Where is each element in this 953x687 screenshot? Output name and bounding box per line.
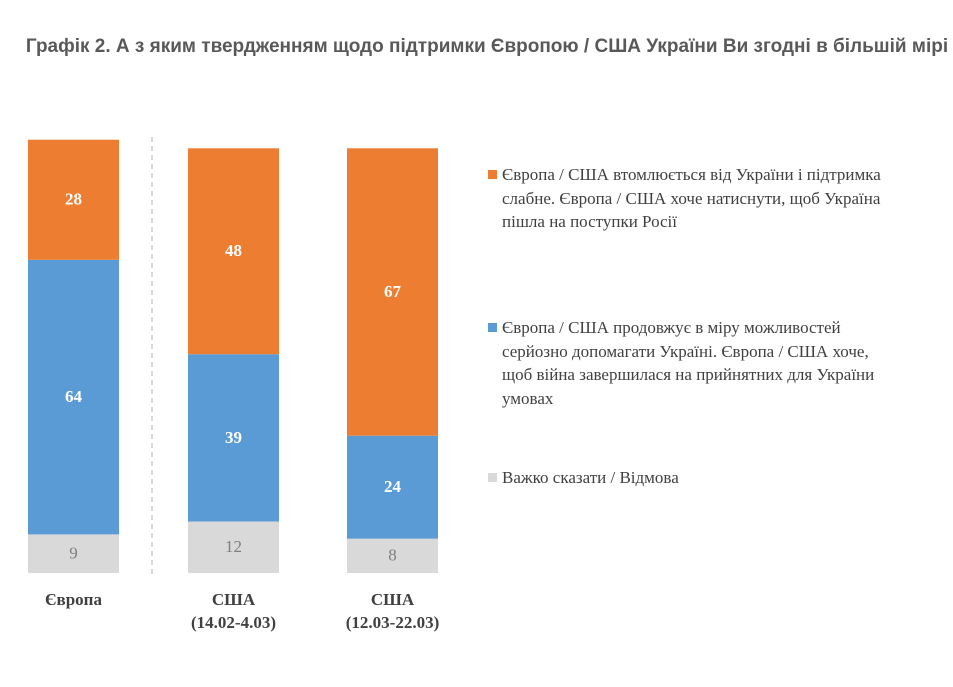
x-tick-label: США (14.02-4.03) [191, 590, 276, 632]
legend-label: Європа / США втомлюється від України і п… [502, 165, 881, 231]
bar-segment [347, 435, 438, 539]
bar-segment [188, 148, 279, 355]
value-label: 24 [384, 477, 402, 496]
legend-label: Європа / США продовжує в міру можливосте… [502, 318, 875, 408]
bar-segment [347, 538, 438, 573]
bar-segment [188, 354, 279, 522]
value-label: 64 [65, 387, 83, 406]
chart-title: Графік 2. А з яким твердженням щодо підт… [25, 36, 949, 57]
legend-item: Європа / США втомлюється від України і п… [488, 163, 888, 234]
bar-segment [28, 259, 119, 535]
legend-label: Важко сказати / Відмова [502, 468, 679, 487]
bar-segment [347, 148, 438, 436]
value-label: 28 [65, 190, 82, 209]
bar-segment [28, 139, 119, 260]
value-label: 9 [69, 544, 78, 563]
value-label: 48 [225, 241, 242, 260]
legend-item: Важко сказати / Відмова [488, 466, 888, 490]
x-tick-label: США (12.03-22.03) [345, 590, 440, 632]
legend-swatch [488, 323, 497, 332]
value-label: 67 [384, 282, 402, 301]
value-label: 39 [225, 428, 242, 447]
legend-item: Європа / США продовжує в міру можливосте… [488, 316, 888, 410]
value-label: 12 [225, 537, 242, 556]
legend-swatch [488, 473, 497, 482]
bar-segment [28, 534, 119, 573]
bar-segment [188, 521, 279, 573]
value-label: 8 [388, 546, 397, 565]
x-tick-label: Європа [45, 590, 102, 609]
legend-swatch [488, 170, 497, 179]
